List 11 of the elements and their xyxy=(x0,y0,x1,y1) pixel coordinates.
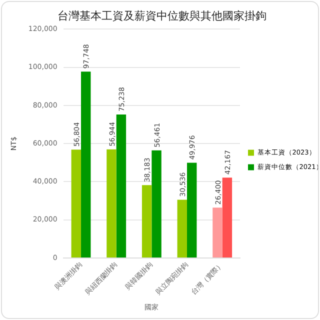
bar xyxy=(116,114,126,258)
chart-title: 台灣基本工資及薪資中位數與其他國家掛鉤 xyxy=(58,9,266,22)
bar xyxy=(187,162,197,258)
bar xyxy=(152,150,162,258)
bar xyxy=(142,185,152,258)
bar xyxy=(212,208,222,258)
bar xyxy=(71,150,82,258)
bar xyxy=(222,178,232,258)
bar xyxy=(106,149,116,258)
bar xyxy=(177,200,188,258)
bar xyxy=(81,72,91,258)
